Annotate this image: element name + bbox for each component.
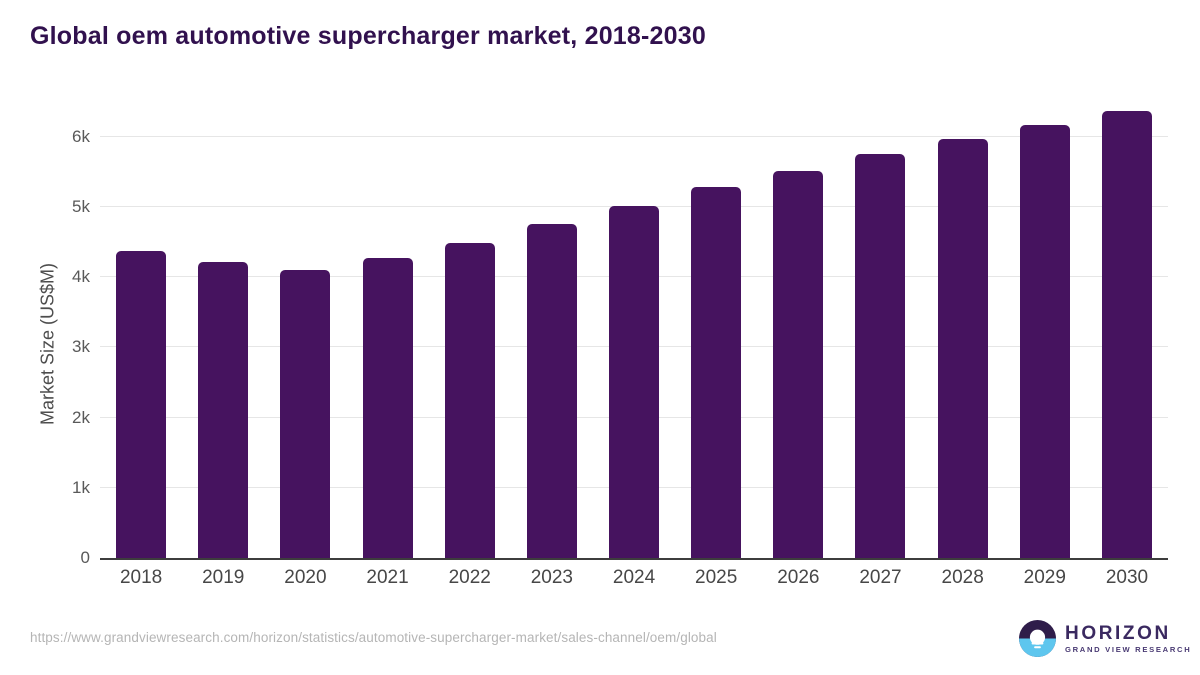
bar-2019[interactable]: [198, 262, 249, 558]
bar-2027[interactable]: [855, 153, 906, 558]
bar-slot-2021: [346, 96, 428, 558]
horizon-sun-circle-icon: [1019, 620, 1056, 657]
x-tick-label-2029: 2029: [1023, 567, 1066, 588]
bar-2021[interactable]: [362, 258, 413, 558]
bar-slot-2024: [593, 96, 675, 558]
bar-slot-2027: [839, 96, 921, 558]
x-tick-label-2026: 2026: [777, 567, 820, 588]
bar-slot-2019: [182, 96, 264, 558]
bar-slot-2030: [1086, 96, 1168, 558]
bar-slot-2020: [264, 96, 346, 558]
y-tick-label-5k: 5k: [72, 197, 90, 216]
y-axis-title: Market Size (US$M): [37, 262, 58, 426]
logo-name: HORIZON: [1065, 622, 1171, 644]
x-tick-label-2024: 2024: [612, 567, 656, 588]
x-tick-label-2019: 2019: [202, 567, 245, 588]
bar-2026[interactable]: [773, 170, 824, 558]
gridline-6k: [100, 135, 1168, 137]
x-tick-label-2018: 2018: [119, 567, 163, 588]
bar-slot-2028: [922, 96, 1004, 558]
bar-2020[interactable]: [280, 270, 331, 558]
bar-2022[interactable]: [444, 242, 495, 558]
bar-slot-2026: [757, 96, 839, 558]
x-axis-tick-labels: 2018 2019 2020 2021 2022 2023 2024 2025 2026 2027…: [100, 567, 1168, 589]
y-tick-label-6k: 6k: [72, 126, 90, 146]
bar-slot-2023: [511, 96, 593, 558]
y-tick-label-3k: 3k: [72, 337, 90, 357]
x-tick-label-2020: 2020: [284, 567, 327, 588]
bar-2029[interactable]: [1019, 124, 1070, 558]
source-url: https://www.grandviewresearch.com/horizo…: [30, 630, 717, 645]
x-tick-label-2027: 2027: [859, 567, 902, 588]
bar-slot-2029: [1004, 96, 1086, 558]
bar-slot-2025: [675, 96, 757, 558]
y-tick-label-0: 0: [80, 548, 90, 567]
bar-2028[interactable]: [937, 138, 988, 558]
x-tick-label-2021: 2021: [366, 567, 409, 588]
bar-2024[interactable]: [609, 205, 660, 558]
logo-tagline: GRAND VIEW RESEARCH: [1065, 644, 1192, 654]
bar-2030[interactable]: [1101, 110, 1152, 558]
x-tick-label-2025: 2025: [695, 567, 738, 588]
x-tick-label-2022: 2022: [448, 567, 491, 588]
plot-area: 0 1k 2k 3k 4k 5k 6k: [72, 96, 1168, 567]
bar-2018[interactable]: [116, 250, 167, 558]
y-tick-label-4k: 4k: [72, 267, 90, 287]
chart-title: Global oem automotive supercharger marke…: [30, 22, 706, 50]
x-tick-label-2028: 2028: [941, 567, 984, 588]
bar-slot-2022: [429, 96, 511, 558]
horizon-logo: HORIZON GRAND VIEW RESEARCH: [1019, 620, 1191, 657]
y-tick-label-1k: 1k: [72, 477, 90, 497]
bar-2025[interactable]: [691, 187, 742, 558]
bar-slot-2018: [100, 96, 182, 558]
x-tick-label-2030: 2030: [1105, 567, 1149, 588]
x-tick-label-2023: 2023: [530, 567, 573, 588]
bars-layer: [100, 96, 1168, 558]
logo-text-block: HORIZON GRAND VIEW RESEARCH: [1065, 622, 1192, 654]
bar-2023[interactable]: [526, 223, 577, 558]
y-tick-label-2k: 2k: [72, 407, 90, 427]
